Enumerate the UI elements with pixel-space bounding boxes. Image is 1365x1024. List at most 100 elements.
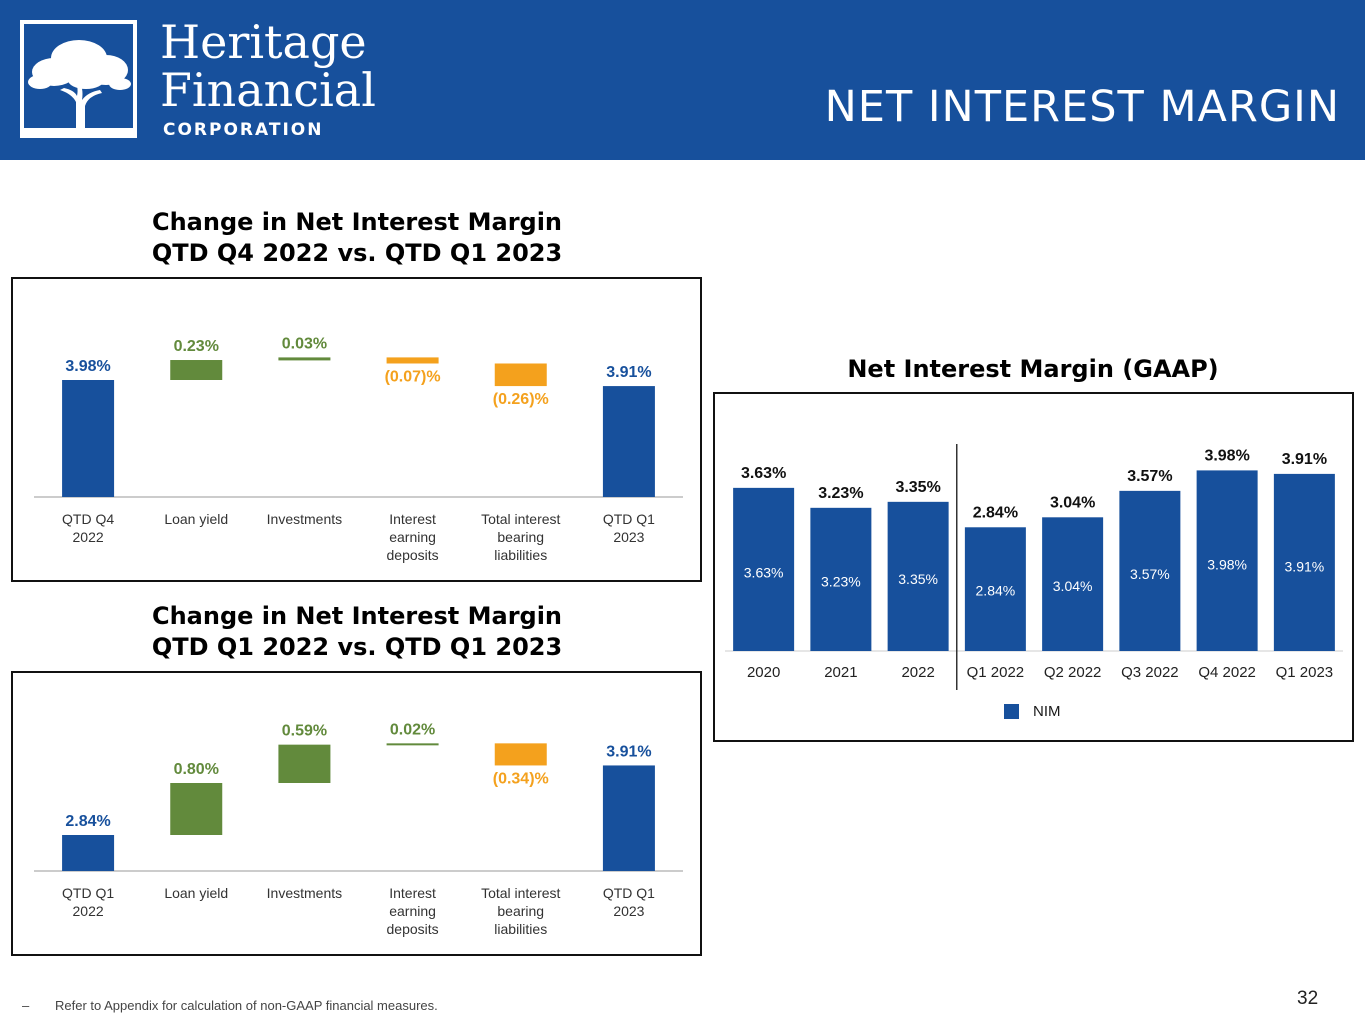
wf1-data-label-3: (0.07)% xyxy=(385,368,441,385)
tree-logo-icon xyxy=(20,20,137,138)
wf2-tick-label-2-0: Investments xyxy=(267,885,342,901)
wf1-data-label-0: 3.98% xyxy=(65,358,110,375)
page-title: NET INTEREST MARGIN xyxy=(824,82,1340,132)
wf1-bar-3 xyxy=(386,357,439,364)
nim-tick-label-1: 2021 xyxy=(824,664,857,681)
nim-bar-2 xyxy=(887,501,949,651)
nim-data-label-inner-0: 3.63% xyxy=(744,565,784,581)
waterfall-2-title-line1: Change in Net Interest Margin xyxy=(151,602,563,630)
wf2-data-label-4: (0.34)% xyxy=(493,770,549,787)
nim-bar-1 xyxy=(810,507,872,651)
wf2-tick-label-3-0: Interest xyxy=(389,885,436,901)
logo-line-corporation: CORPORATION xyxy=(163,120,324,140)
waterfall-2-title: Change in Net Interest Margin QTD Q1 202… xyxy=(100,601,614,663)
nim-data-label-inner-7: 3.91% xyxy=(1285,558,1325,574)
wf2-tick-label-1-0: Loan yield xyxy=(164,885,228,901)
wf1-bar-4 xyxy=(494,363,547,387)
wf2-bar-0 xyxy=(62,835,115,871)
footnote-text: Refer to Appendix for calculation of non… xyxy=(55,998,438,1013)
wf1-tick-label-3-1: earning xyxy=(389,529,436,545)
wf1-tick-label-4-1: bearing xyxy=(497,529,544,545)
wf1-tick-label-5-0: QTD Q1 xyxy=(603,511,655,527)
wf2-tick-label-3-1: earning xyxy=(389,903,436,919)
legend-swatch-nim xyxy=(1004,704,1019,719)
header-banner: Heritage Financial CORPORATION NET INTER… xyxy=(0,0,1365,160)
wf2-tick-label-0-0: QTD Q1 xyxy=(62,885,114,901)
waterfall-1-plot: 3.98% QTD Q4 2022 0.23% Loan yield 0.03% Inves… xyxy=(34,335,683,563)
nim-data-label-top-1: 3.23% xyxy=(818,485,863,502)
nim-tick-label-3: Q1 2022 xyxy=(967,664,1025,681)
wf2-data-label-5: 3.91% xyxy=(606,743,651,760)
nim-chart-title: Net Interest Margin (GAAP) xyxy=(847,355,1219,383)
wf1-bar-5 xyxy=(602,386,655,497)
nim-data-label-inner-2: 3.35% xyxy=(898,571,938,587)
nim-data-label-inner-6: 3.98% xyxy=(1207,557,1247,573)
nim-data-label-top-0: 3.63% xyxy=(741,465,786,482)
nim-tick-label-6: Q4 2022 xyxy=(1198,664,1256,681)
nim-data-label-top-7: 3.91% xyxy=(1282,451,1327,468)
wf1-tick-label-4-0: Total interest xyxy=(481,511,560,527)
wf2-bar-3 xyxy=(386,743,439,746)
waterfall-chart-q1-vs-q1: 2.84% QTD Q1 2022 0.80% Loan yield 0.59% Inves… xyxy=(11,671,702,956)
nim-bar-6 xyxy=(1196,470,1258,651)
nim-data-label-top-2: 3.35% xyxy=(895,479,940,496)
waterfall-1-title: Change in Net Interest Margin QTD Q4 202… xyxy=(100,207,614,269)
nim-legend: NIM xyxy=(1004,703,1061,720)
wf2-bar-4 xyxy=(494,743,547,766)
wf1-data-label-2: 0.03% xyxy=(282,335,327,352)
nim-data-label-top-6: 3.98% xyxy=(1204,447,1249,464)
wf2-tick-label-3-2: deposits xyxy=(387,921,439,937)
wf2-data-label-1: 0.80% xyxy=(174,761,219,778)
logo-line-financial: Financial xyxy=(160,63,376,117)
wf2-data-label-2: 0.59% xyxy=(282,723,327,740)
waterfall-1-title-line2: QTD Q4 2022 vs. QTD Q1 2023 xyxy=(151,239,563,267)
wf1-tick-label-5-1: 2023 xyxy=(613,529,644,545)
nim-bar-5 xyxy=(1119,490,1181,651)
nim-tick-label-7: Q1 2023 xyxy=(1276,664,1334,681)
nim-data-label-inner-1: 3.23% xyxy=(821,574,861,590)
wf1-tick-label-0-1: 2022 xyxy=(73,529,104,545)
logo-line-heritage: Heritage xyxy=(160,15,367,69)
wf1-bar-2 xyxy=(278,357,331,361)
wf1-bar-0 xyxy=(62,380,115,497)
nim-data-label-inner-4: 3.04% xyxy=(1053,578,1093,594)
nim-bar-3 xyxy=(964,527,1026,651)
footnote: – Refer to Appendix for calculation of no… xyxy=(22,998,438,1013)
waterfall-chart-q4-vs-q1: 3.98% QTD Q4 2022 0.23% Loan yield 0.03% Inves… xyxy=(11,277,702,582)
nim-data-label-inner-5: 3.57% xyxy=(1130,566,1170,582)
nim-tick-label-2: 2022 xyxy=(901,664,934,681)
wf1-tick-label-2-0: Investments xyxy=(267,511,342,527)
wf1-tick-label-1-0: Loan yield xyxy=(164,511,228,527)
waterfall-2-title-line2: QTD Q1 2022 vs. QTD Q1 2023 xyxy=(151,633,563,661)
wf1-tick-label-3-0: Interest xyxy=(389,511,436,527)
wf2-tick-label-5-0: QTD Q1 xyxy=(603,885,655,901)
nim-bar-0 xyxy=(733,487,795,651)
wf2-bar-5 xyxy=(602,765,655,871)
wf1-tick-label-3-2: deposits xyxy=(387,547,439,563)
wf2-tick-label-5-1: 2023 xyxy=(613,903,644,919)
wf2-data-label-3: 0.02% xyxy=(390,721,435,738)
nim-bar-chart: 3.63% 3.63% 2020 3.23% 3.23% 2021 3.35% 3.35% 20… xyxy=(713,392,1354,742)
nim-tick-label-5: Q3 2022 xyxy=(1121,664,1179,681)
nim-data-label-top-5: 3.57% xyxy=(1127,468,1172,485)
wf2-bar-2 xyxy=(278,744,331,783)
nim-data-label-inner-3: 2.84% xyxy=(976,582,1016,598)
nim-bar-7 xyxy=(1273,473,1335,651)
waterfall-2-plot: 2.84% QTD Q1 2022 0.80% Loan yield 0.59% Inves… xyxy=(34,721,683,937)
wf2-tick-label-4-1: bearing xyxy=(497,903,544,919)
wf2-data-label-0: 2.84% xyxy=(65,813,110,830)
wf1-tick-label-0-0: QTD Q4 xyxy=(62,511,114,527)
wf2-tick-label-4-0: Total interest xyxy=(481,885,560,901)
footnote-dash: – xyxy=(22,998,30,1013)
legend-label-nim: NIM xyxy=(1033,703,1061,720)
nim-data-label-top-3: 2.84% xyxy=(973,504,1018,521)
nim-data-label-top-4: 3.04% xyxy=(1050,494,1095,511)
nim-tick-label-4: Q2 2022 xyxy=(1044,664,1102,681)
page-number: 32 xyxy=(1297,988,1319,1009)
logo-wordmark: Heritage Financial xyxy=(160,18,376,114)
wf1-data-label-4: (0.26)% xyxy=(493,391,549,408)
wf2-tick-label-4-2: liabilities xyxy=(494,921,547,937)
waterfall-1-title-line1: Change in Net Interest Margin xyxy=(151,208,563,236)
wf1-data-label-1: 0.23% xyxy=(174,338,219,355)
wf2-bar-1 xyxy=(170,783,223,835)
